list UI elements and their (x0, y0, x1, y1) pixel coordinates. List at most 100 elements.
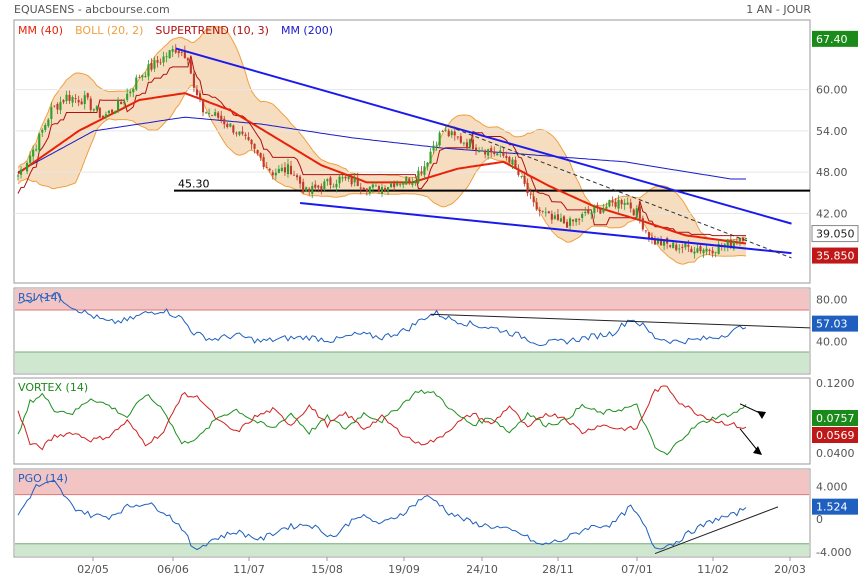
candle-body (605, 206, 608, 209)
price-tag-label: 39.050 (816, 228, 855, 241)
candle-body (696, 248, 699, 253)
price-tag-box (811, 225, 859, 243)
chart-period: 1 AN - JOUR (746, 3, 811, 16)
candle-body (520, 175, 523, 177)
candle-body (620, 200, 623, 205)
candle-body (566, 221, 569, 228)
candle-body (738, 238, 741, 242)
candle-body (387, 187, 390, 191)
candle-body (435, 145, 438, 147)
candle-body (644, 230, 647, 232)
candle-body (684, 242, 687, 248)
candle-body (617, 199, 620, 209)
x-tick-label: 11/02 (697, 563, 729, 576)
rsi-panel: 80.00 40.00 RSI (14) 57.03 (15, 289, 858, 373)
candle-body (98, 107, 101, 118)
candle-body (356, 177, 359, 186)
candle-body (29, 155, 32, 163)
candle-body (675, 244, 678, 251)
candle-body (368, 186, 371, 194)
legend-item: SUPERTREND (10, 3) (155, 24, 269, 37)
candle-body (572, 219, 575, 222)
candle-body (708, 249, 711, 251)
candle-body (211, 114, 214, 116)
candle-body (274, 172, 277, 176)
candle-body (453, 131, 456, 136)
candle-body (481, 150, 484, 151)
candle-body (596, 205, 599, 208)
candle-body (320, 186, 323, 190)
candle-body (669, 245, 672, 247)
candle-body (277, 168, 280, 173)
candle-body (396, 183, 399, 186)
candle-body (687, 244, 690, 247)
candle-body (614, 201, 617, 207)
candle-body (165, 56, 168, 58)
candle-body (77, 99, 80, 103)
candle-body (408, 178, 411, 184)
candle-body (432, 145, 435, 151)
candle-body (329, 177, 332, 185)
pgo-tick-label: -4.000 (816, 546, 851, 559)
candle-body (268, 168, 271, 171)
candle-body (508, 157, 511, 163)
candle-body (584, 211, 587, 214)
candle-body (114, 111, 117, 114)
candle-body (32, 149, 35, 157)
candle-body (493, 151, 496, 154)
candle-body (44, 125, 47, 130)
candle-body (168, 50, 171, 59)
candle-body (575, 218, 578, 223)
vortex-value-box (812, 427, 858, 443)
x-tick-label: 07/01 (621, 563, 653, 576)
candle-body (147, 64, 150, 77)
candle-body (241, 131, 244, 134)
candle-body (256, 150, 259, 154)
candle-body (353, 178, 356, 183)
candle-body (371, 184, 374, 188)
candle-body (420, 171, 423, 174)
candle-body (362, 187, 365, 190)
candle-body (444, 130, 447, 131)
candle-body (465, 142, 468, 147)
candle-body (20, 169, 23, 175)
vortex-tick-label: 0.0400 (816, 447, 855, 460)
vortex-down-arrow-shaft (739, 428, 759, 452)
candle-body (547, 211, 550, 214)
candle-body (195, 89, 198, 95)
candle-body (399, 184, 402, 186)
candle-body (129, 91, 132, 94)
candle-body (135, 77, 138, 90)
pgo-tick-label: 0 (816, 513, 823, 526)
candle-body (317, 185, 320, 188)
candle-body (208, 113, 211, 114)
candle-body (456, 136, 459, 138)
candle-body (314, 184, 317, 188)
mm200-line (17, 116, 746, 180)
candle-body (559, 218, 562, 222)
candle-body (681, 246, 684, 248)
candle-body (535, 202, 538, 210)
candle-body (553, 215, 556, 219)
pgo-panel-frame (13, 468, 811, 558)
pgo-value-box (812, 498, 858, 515)
candle-body (153, 60, 156, 69)
candle-body (384, 188, 387, 191)
candle-body (253, 143, 256, 149)
candle-body (111, 109, 114, 113)
legend-item: MM (200) (281, 24, 333, 37)
candle-body (271, 172, 274, 176)
candle-body (123, 101, 126, 104)
pgo-line (17, 480, 747, 551)
candle-body (505, 156, 508, 159)
candle-body (59, 102, 62, 110)
price-tick-label: 48.00 (816, 166, 848, 179)
x-tick-label: 24/10 (466, 563, 498, 576)
vortex-series-line (17, 389, 747, 456)
candle-body (678, 248, 681, 250)
candle-body (244, 134, 247, 136)
price-tick-label: 54.00 (816, 125, 848, 138)
candle-body (402, 182, 405, 185)
candle-body (23, 168, 26, 170)
candle-body (26, 162, 29, 172)
